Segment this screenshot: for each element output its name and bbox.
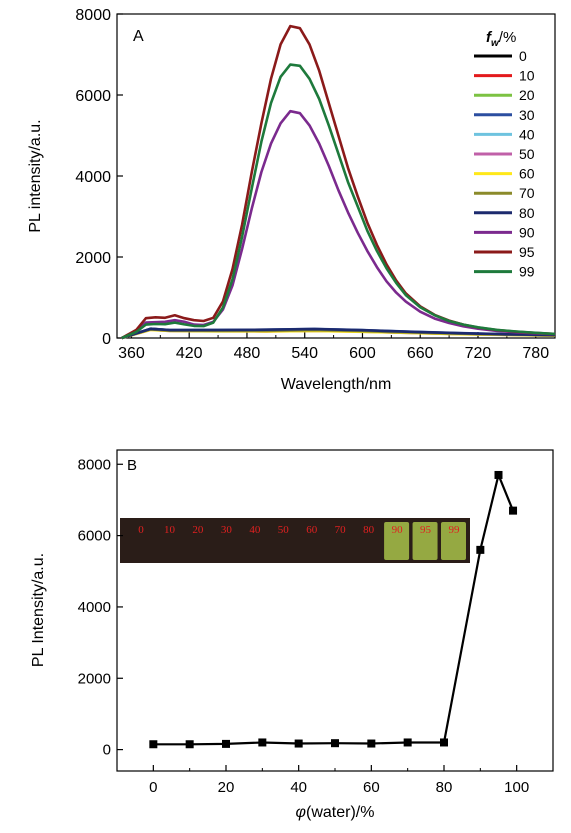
series-line-90 bbox=[121, 109, 556, 340]
legend-title-suffix: /% bbox=[499, 29, 517, 46]
legend-label-60: 60 bbox=[519, 166, 535, 182]
panel-a-y-axis: 0 2000 4000 6000 8000 bbox=[75, 7, 123, 348]
panel-b-x-axis-title: (water)/% bbox=[306, 804, 374, 821]
x-tick-label: 540 bbox=[291, 345, 318, 362]
y-tick-label: 4000 bbox=[75, 169, 111, 186]
panel-a-x-axis-title: Wavelength/nm bbox=[281, 376, 392, 393]
inset-label: 30 bbox=[221, 524, 233, 536]
x-tick-label: 80 bbox=[436, 779, 453, 796]
inset-label: 0 bbox=[138, 524, 144, 536]
data-point bbox=[185, 740, 194, 749]
x-tick-label: 420 bbox=[176, 345, 203, 362]
y-tick-label: 2000 bbox=[78, 670, 111, 687]
inset-label: 80 bbox=[363, 524, 375, 536]
intensity-line bbox=[153, 471, 515, 746]
inset-label: 20 bbox=[192, 524, 204, 536]
inset-label: 50 bbox=[278, 524, 290, 536]
legend-label-50: 50 bbox=[519, 146, 535, 162]
panel-a-plot-frame bbox=[116, 13, 556, 339]
panel-b: B 0 10 20 30 40 50 60 70 80 90 95 99 0 2000 4000 6000 8… bbox=[30, 449, 554, 821]
data-point bbox=[403, 738, 412, 747]
glowing-vial bbox=[412, 522, 438, 560]
x-tick-label: 100 bbox=[504, 779, 529, 796]
series-line-99 bbox=[121, 63, 556, 340]
inset-label: 40 bbox=[249, 524, 261, 536]
panel-b-series bbox=[149, 470, 518, 749]
data-point bbox=[440, 738, 448, 747]
legend-label-99: 99 bbox=[519, 264, 535, 280]
y-tick-label: 6000 bbox=[75, 88, 111, 105]
photo-inset-background bbox=[120, 518, 470, 563]
x-tick-label: 360 bbox=[118, 345, 145, 362]
x-tick-label: 720 bbox=[465, 345, 492, 362]
series-line-95 bbox=[121, 24, 556, 340]
legend-label-95: 95 bbox=[519, 244, 535, 260]
panel-a-series bbox=[121, 24, 556, 340]
data-point bbox=[367, 739, 376, 748]
y-tick-label: 6000 bbox=[78, 528, 111, 545]
panel-a-legend: fw/% 0 10 20 30 40 50 60 70 80 90 95 99 bbox=[474, 29, 535, 280]
legend-label-80: 80 bbox=[519, 205, 535, 221]
legend-label-90: 90 bbox=[519, 224, 535, 240]
y-tick-label: 8000 bbox=[75, 7, 111, 24]
legend-title-subscript: w bbox=[491, 38, 500, 49]
y-tick-label: 2000 bbox=[75, 250, 111, 267]
inset-label: 70 bbox=[335, 524, 347, 536]
series-line-80 bbox=[121, 327, 556, 340]
data-point bbox=[222, 739, 230, 748]
inset-label: 10 bbox=[164, 524, 176, 536]
y-tick-label: 0 bbox=[103, 742, 111, 759]
panel-b-plot-frame bbox=[116, 449, 554, 772]
y-tick-label: 0 bbox=[102, 331, 111, 348]
x-tick-label: 660 bbox=[407, 345, 434, 362]
svg-text:fw/%: fw/% bbox=[486, 29, 516, 49]
photo-inset-labels: 0 10 20 30 40 50 60 70 80 90 95 99 bbox=[138, 524, 460, 536]
data-point bbox=[331, 739, 339, 748]
legend-label-30: 30 bbox=[519, 107, 535, 123]
x-tick-label: 20 bbox=[218, 779, 235, 796]
inset-label: 99 bbox=[449, 524, 461, 536]
photo-inset: 0 10 20 30 40 50 60 70 80 90 95 99 bbox=[120, 518, 470, 563]
y-tick-label: 8000 bbox=[78, 456, 111, 473]
legend-title-symbol: f bbox=[486, 29, 493, 46]
inset-label: 90 bbox=[392, 524, 404, 536]
data-point bbox=[494, 470, 503, 479]
legend-label-70: 70 bbox=[519, 185, 535, 201]
inset-label: 95 bbox=[420, 524, 432, 536]
inset-label: 60 bbox=[306, 524, 318, 536]
data-point bbox=[509, 506, 518, 515]
panel-b-label: B bbox=[127, 457, 137, 474]
x-tick-label: 60 bbox=[363, 779, 380, 796]
x-tick-label: 780 bbox=[522, 345, 549, 362]
legend-label-20: 20 bbox=[519, 87, 535, 103]
y-tick-label: 4000 bbox=[78, 599, 111, 616]
x-tick-label: 600 bbox=[349, 345, 376, 362]
legend-label-10: 10 bbox=[519, 68, 535, 84]
data-point bbox=[149, 740, 158, 749]
legend-label-0: 0 bbox=[519, 48, 527, 64]
data-point bbox=[258, 738, 267, 747]
legend-label-40: 40 bbox=[519, 126, 535, 142]
glowing-vial bbox=[441, 522, 466, 560]
panel-b-x-axis-symbol: φ bbox=[296, 804, 306, 821]
glowing-vial bbox=[384, 522, 410, 560]
panel-b-x-axis: 0 20 40 60 80 100 bbox=[116, 765, 554, 796]
data-point bbox=[476, 545, 485, 554]
panel-b-y-axis-title: PL Intensity/a.u. bbox=[30, 553, 47, 667]
data-point bbox=[294, 739, 303, 748]
x-tick-label: 0 bbox=[149, 779, 157, 796]
panel-b-y-axis: 0 2000 4000 6000 8000 bbox=[78, 456, 123, 759]
x-tick-label: 40 bbox=[290, 779, 307, 796]
panel-a-y-axis-title: PL intensity/a.u. bbox=[27, 119, 44, 232]
x-tick-label: 480 bbox=[234, 345, 261, 362]
photo-inset-glowing-vials bbox=[384, 522, 466, 560]
panel-a-x-axis: 360 420 480 540 600 660 720 780 bbox=[118, 332, 549, 362]
svg-text:φ(water)/%: φ(water)/% bbox=[296, 804, 375, 821]
panel-a-label: A bbox=[133, 28, 144, 45]
